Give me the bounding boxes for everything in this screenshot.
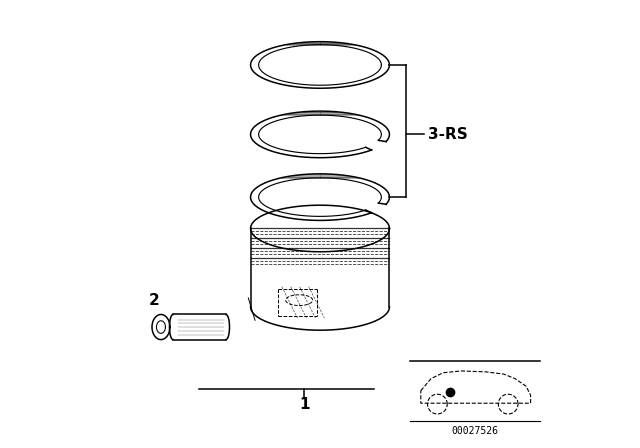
Text: 00027526: 00027526 [451, 426, 498, 436]
Text: 1: 1 [299, 397, 310, 412]
Text: 2: 2 [149, 293, 159, 308]
Text: 3-RS: 3-RS [428, 127, 468, 142]
